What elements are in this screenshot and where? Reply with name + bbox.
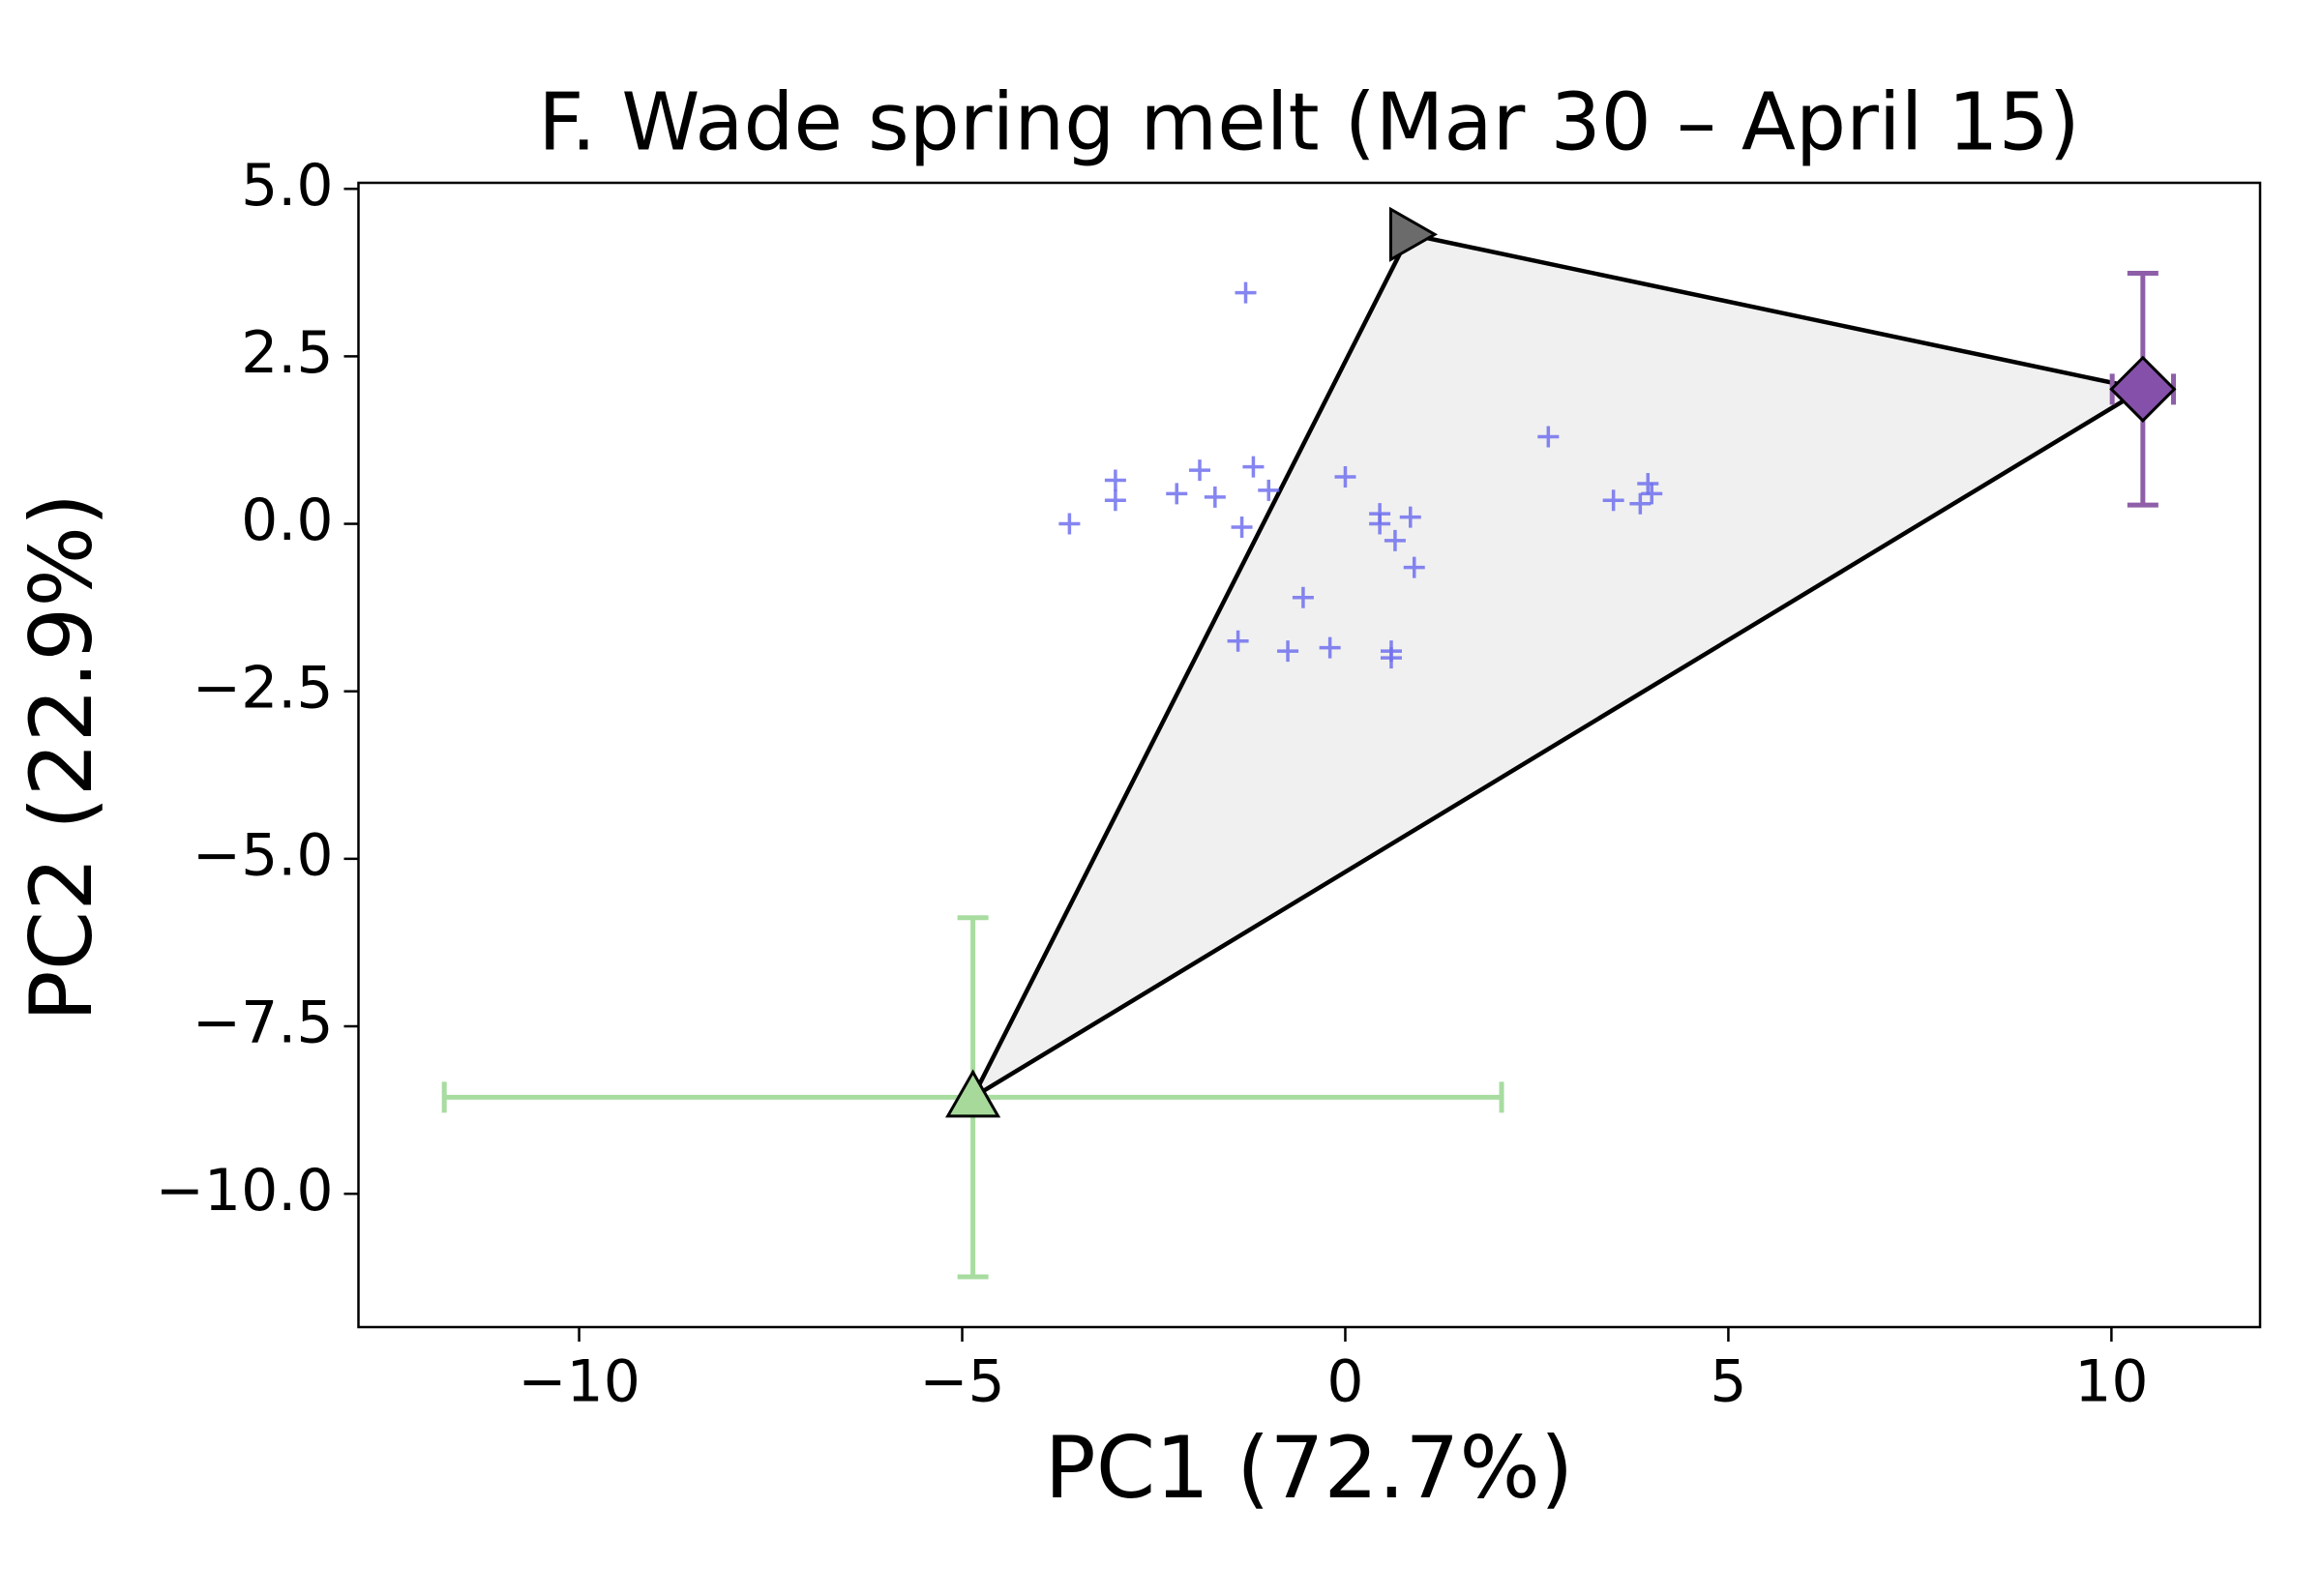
sample-point	[1403, 556, 1425, 578]
sample-point	[1399, 506, 1421, 528]
sample-point	[1334, 466, 1356, 488]
y-tick-label: 2.5	[241, 319, 333, 387]
sample-point	[1204, 486, 1226, 508]
sample-point	[1104, 489, 1126, 512]
end-member-marker	[2109, 355, 2177, 423]
sample-point	[1537, 426, 1560, 448]
y-tick-label: −2.5	[193, 654, 334, 722]
x-tick-label: −5	[919, 1348, 1004, 1416]
x-axis-label: PC1 (72.7%)	[1045, 1418, 1574, 1518]
y-tick-label: −7.5	[193, 990, 334, 1057]
y-tick-label: 0.0	[241, 487, 333, 554]
x-tick-label: 10	[2074, 1348, 2148, 1416]
sample-point	[1369, 513, 1391, 535]
x-tick-label: 0	[1326, 1348, 1363, 1416]
sample-point	[1637, 472, 1659, 494]
x-tick-label: −10	[518, 1348, 640, 1416]
sample-point	[1292, 586, 1314, 608]
end-member-marker	[1388, 206, 1439, 262]
plot-frame	[357, 181, 2262, 1329]
sample-point	[1258, 479, 1280, 501]
x-tick-label: 5	[1710, 1348, 1746, 1416]
chart-title: F. Wade spring melt (Mar 30 – April 15)	[538, 76, 2080, 168]
sample-point	[1277, 640, 1299, 663]
sample-point	[1227, 630, 1249, 652]
sample-point	[1641, 483, 1663, 505]
sample-point	[1319, 636, 1341, 659]
sample-point	[1231, 517, 1253, 539]
y-tick-label: −5.0	[193, 821, 334, 889]
y-tick-label: −10.0	[156, 1157, 334, 1225]
sample-point	[1602, 489, 1624, 512]
sample-point	[1629, 492, 1652, 515]
mixing-polygon	[970, 232, 2146, 1100]
end-member-marker	[945, 1069, 1001, 1118]
sample-point	[1380, 647, 1402, 669]
sample-point	[1384, 529, 1406, 551]
sample-point	[1104, 469, 1126, 491]
y-tick-label: 5.0	[241, 152, 333, 220]
sample-point	[1166, 483, 1188, 505]
sample-point	[1058, 513, 1081, 535]
sample-point	[1189, 459, 1211, 482]
sample-point	[1235, 281, 1257, 304]
sample-point	[1242, 456, 1265, 478]
y-axis-label: PC2 (22.9%)	[12, 493, 111, 1022]
